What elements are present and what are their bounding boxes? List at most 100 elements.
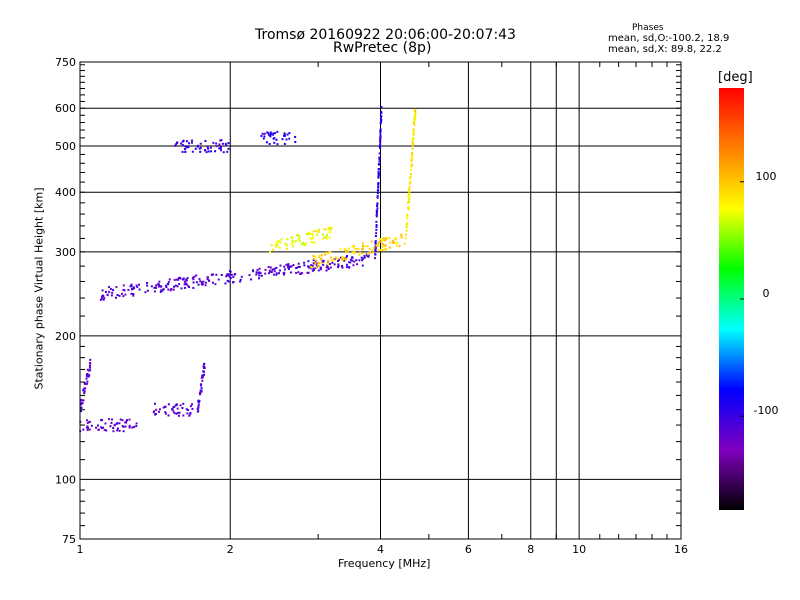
data-point <box>298 235 301 238</box>
data-point <box>122 295 125 298</box>
data-point <box>343 248 346 251</box>
data-point <box>389 241 392 244</box>
data-point <box>196 410 199 413</box>
data-point <box>184 282 187 285</box>
data-point <box>380 240 383 243</box>
data-point <box>337 258 340 261</box>
data-point <box>327 266 330 269</box>
data-point <box>165 284 168 287</box>
data-point <box>272 248 275 251</box>
data-point <box>380 105 383 108</box>
data-point <box>230 273 233 276</box>
plot-frame <box>79 61 682 540</box>
data-point <box>333 263 336 266</box>
data-point <box>165 286 168 289</box>
data-point <box>184 145 187 148</box>
data-point <box>407 206 410 209</box>
data-point <box>325 251 328 254</box>
data-point <box>84 382 87 385</box>
data-point <box>196 145 199 148</box>
data-point <box>412 130 415 133</box>
data-point <box>319 268 322 271</box>
data-point <box>379 129 382 132</box>
data-point <box>375 213 378 216</box>
data-point <box>187 142 190 145</box>
data-point <box>101 419 104 422</box>
data-point <box>182 278 185 281</box>
data-point <box>370 240 373 243</box>
data-point <box>178 411 181 414</box>
data-point <box>185 146 188 149</box>
data-point <box>285 138 288 141</box>
data-point <box>227 147 230 150</box>
data-point <box>117 427 120 430</box>
data-point <box>192 281 195 284</box>
data-point <box>269 270 272 273</box>
data-point <box>279 241 282 244</box>
data-point <box>376 189 379 192</box>
data-point <box>86 426 89 429</box>
data-point <box>295 266 298 269</box>
data-point <box>323 228 326 231</box>
data-point <box>122 284 125 287</box>
data-point <box>400 234 403 237</box>
data-point <box>358 254 361 257</box>
data-point <box>375 232 378 235</box>
data-point <box>146 289 149 292</box>
data-point <box>352 245 355 248</box>
phases-o-mode-stats: mean, sd,O:-100.2, 18.9 <box>608 33 730 44</box>
data-point <box>374 250 377 253</box>
data-point <box>377 176 380 179</box>
data-point <box>280 238 283 241</box>
data-point <box>102 294 105 297</box>
data-point <box>409 168 412 171</box>
data-point <box>278 272 281 275</box>
data-point <box>322 236 325 239</box>
data-point <box>172 410 175 413</box>
data-point <box>118 422 121 425</box>
data-point <box>294 240 297 243</box>
data-point <box>391 241 394 244</box>
data-point <box>198 147 201 150</box>
data-point <box>122 430 125 433</box>
data-point <box>285 247 288 250</box>
x-tick-label: 4 <box>377 543 384 556</box>
data-point <box>132 286 135 289</box>
data-point <box>132 294 135 297</box>
data-point <box>275 273 278 276</box>
data-point <box>192 278 195 281</box>
data-point <box>131 426 134 429</box>
data-point <box>346 255 349 258</box>
data-point <box>207 147 210 150</box>
data-point <box>339 256 342 259</box>
data-point <box>375 225 378 228</box>
data-point <box>97 428 100 431</box>
data-point <box>320 257 323 260</box>
data-point <box>252 270 255 273</box>
data-point <box>185 140 188 143</box>
data-point <box>84 387 87 390</box>
data-point <box>191 403 194 406</box>
data-point <box>155 286 158 289</box>
data-point <box>199 383 202 386</box>
data-point <box>215 273 218 276</box>
data-point <box>326 234 329 237</box>
data-point <box>224 142 227 145</box>
data-point <box>162 406 165 409</box>
data-point <box>294 141 297 144</box>
data-point <box>325 266 328 269</box>
data-point <box>375 210 378 213</box>
data-point <box>414 112 417 115</box>
data-point <box>178 282 181 285</box>
data-point <box>88 374 91 377</box>
data-point <box>179 404 182 407</box>
data-point <box>304 244 307 247</box>
data-point <box>303 264 306 267</box>
data-point <box>303 243 306 246</box>
data-point <box>411 140 414 143</box>
data-point <box>407 196 410 199</box>
data-point <box>353 246 356 249</box>
data-point <box>83 390 86 393</box>
data-point <box>201 379 204 382</box>
